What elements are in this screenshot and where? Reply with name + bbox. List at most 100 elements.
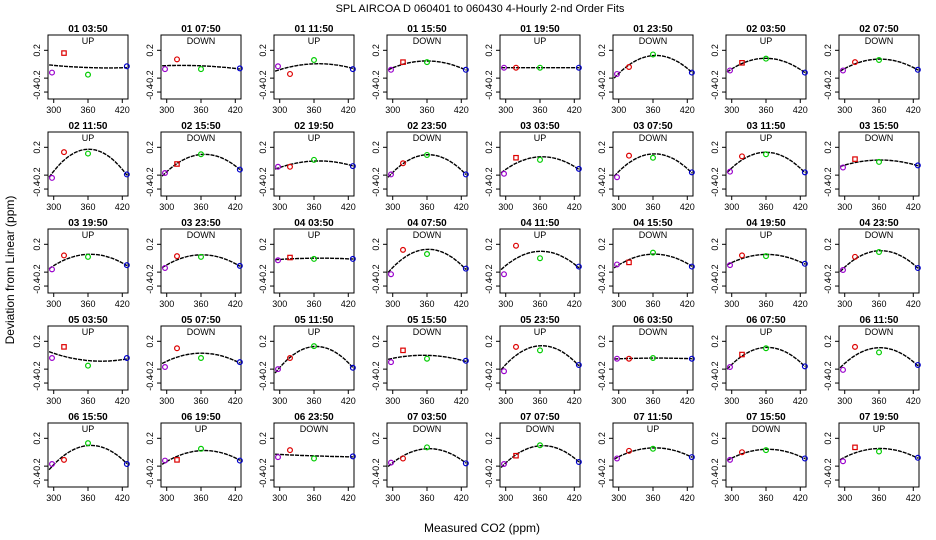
x-axis: 300 360 420: [46, 487, 130, 503]
panel-title: 01 19:50: [520, 24, 560, 35]
x-tick-label: 360: [532, 105, 547, 115]
x-tick-label: 360: [532, 396, 547, 406]
std-mid-point: [198, 355, 205, 362]
std-high-point: [914, 454, 921, 461]
y-tick-label: -0.4: [710, 84, 720, 100]
x-tick-label: 420: [567, 396, 582, 406]
y-axis: 0.2 -0.2-0.4: [710, 432, 726, 488]
panel-title: 06 03:50: [633, 315, 673, 326]
std-mid-point: [198, 66, 205, 73]
std-midlow-point: [738, 252, 745, 259]
std-mid-point: [424, 444, 431, 451]
x-axis: 300 360 420: [611, 390, 695, 406]
y-tick-label: -0.4: [484, 375, 494, 391]
y-axis: 0.2 -0.2-0.4: [484, 141, 500, 197]
x-tick-label: 360: [871, 105, 886, 115]
panel-direction-label: UP: [534, 36, 547, 46]
panel-direction-label: UP: [534, 230, 547, 240]
y-tick-label: -0.2: [710, 167, 720, 183]
y-tick-label: 0.2: [145, 335, 155, 348]
panel-direction-label: UP: [647, 424, 660, 434]
std-high-point: [801, 169, 808, 176]
std-high-point: [123, 355, 130, 362]
x-tick-label: 420: [680, 493, 695, 503]
y-tick-label: -0.4: [258, 278, 268, 294]
x-axis: 300 360 420: [272, 293, 356, 309]
y-tick-label: 0.2: [823, 44, 833, 57]
fit-curve: [726, 448, 806, 462]
y-axis: 0.2 -0.2-0.4: [823, 432, 839, 488]
std-mid-point: [649, 249, 656, 256]
y-axis: 0.2 -0.2-0.4: [710, 44, 726, 100]
std-high-point: [688, 169, 695, 176]
panel-direction-label: UP: [308, 133, 321, 143]
x-tick-label: 300: [611, 299, 626, 309]
std-mid-point: [84, 150, 91, 157]
panel-title: 07 03:50: [407, 412, 447, 423]
panel-direction-label: UP: [760, 327, 773, 337]
y-axis: 0.2 -0.2-0.4: [597, 238, 613, 294]
y-tick-label: -0.2: [258, 361, 268, 377]
std-low-point: [48, 355, 55, 362]
x-tick-label: 300: [611, 493, 626, 503]
panel-title: 02 03:50: [746, 24, 786, 35]
std-low-point: [388, 271, 395, 278]
y-tick-label: 0.2: [145, 238, 155, 251]
std-high-point: [688, 355, 695, 362]
panel-title: 04 19:50: [746, 218, 786, 229]
x-axis: 300 360 420: [498, 196, 582, 212]
y-tick-label: 0.2: [371, 44, 381, 57]
y-tick-label: 0.2: [823, 238, 833, 251]
std-high-point: [575, 64, 582, 71]
y-tick-label: -0.2: [32, 264, 42, 280]
std-midlow-point: [738, 449, 745, 456]
std-low-point: [726, 364, 733, 371]
y-axis: 0.2 -0.2-0.4: [484, 335, 500, 391]
y-tick-label: -0.2: [145, 264, 155, 280]
y-tick-label: -0.2: [258, 458, 268, 474]
fit-curve: [613, 54, 693, 79]
x-tick-label: 360: [758, 202, 773, 212]
std-low-point: [275, 257, 282, 264]
y-tick-label: -0.2: [823, 70, 833, 86]
std-midlow-point: [174, 457, 180, 463]
y-tick-label: -0.4: [710, 375, 720, 391]
fit-curve: [161, 254, 241, 269]
y-tick-label: 0.2: [145, 432, 155, 445]
y-tick-label: -0.2: [597, 264, 607, 280]
fit-curve: [613, 153, 693, 177]
panel-direction-label: DOWN: [187, 133, 216, 143]
std-midlow-point: [513, 452, 519, 459]
x-tick-label: 360: [306, 299, 321, 309]
std-midlow-point: [287, 70, 294, 77]
y-tick-label: -0.4: [145, 181, 155, 197]
y-tick-label: -0.2: [823, 167, 833, 183]
panel-direction-label: DOWN: [752, 424, 781, 434]
std-high-point: [123, 63, 130, 70]
x-tick-label: 420: [567, 299, 582, 309]
std-midlow-point: [512, 343, 519, 350]
fit-curve: [387, 448, 467, 468]
std-low-point: [613, 455, 620, 462]
y-tick-label: -0.2: [371, 264, 381, 280]
y-tick-label: -0.2: [145, 458, 155, 474]
panel-direction-label: UP: [760, 230, 773, 240]
panel-title: 01 07:50: [181, 24, 221, 35]
x-tick-label: 420: [115, 202, 130, 212]
std-low-point: [726, 262, 733, 269]
fit-curve: [839, 347, 919, 369]
y-tick-label: -0.4: [32, 375, 42, 391]
std-midlow-point: [625, 355, 632, 362]
x-tick-label: 300: [272, 396, 287, 406]
std-midlow-point: [852, 156, 858, 162]
std-mid-point: [762, 151, 769, 158]
y-tick-label: -0.2: [145, 361, 155, 377]
panel-direction-label: DOWN: [865, 36, 894, 46]
y-tick-label: 0.2: [258, 44, 268, 57]
y-axis: 0.2 -0.2-0.4: [258, 335, 274, 391]
std-mid-point: [424, 355, 431, 362]
